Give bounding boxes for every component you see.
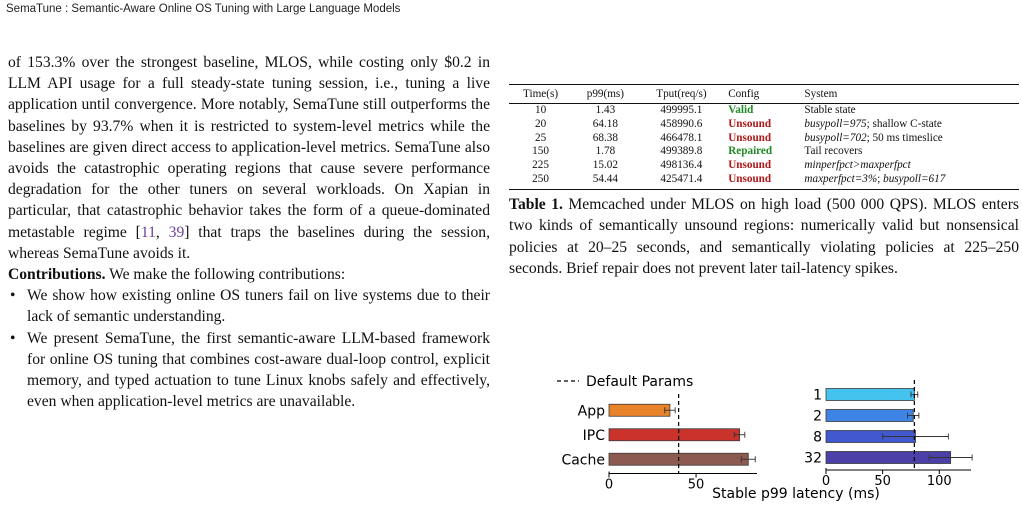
table-row: 150 1.78 499389.8 Repaired Tail recovers bbox=[509, 145, 1019, 159]
table-row: 250 54.44 425471.4 Unsound maxperfpct=3%; bu… bbox=[509, 172, 1019, 190]
cell-time: 150 bbox=[532, 145, 549, 158]
system-note: ; 50 ms timeslice bbox=[866, 131, 943, 144]
table-caption-label: Table 1. bbox=[509, 196, 563, 213]
cell-system: busypoll=975; shallow C-state bbox=[800, 118, 1019, 132]
cell-tput: 499995.1 bbox=[660, 104, 703, 116]
tick-label: 0 bbox=[605, 478, 613, 493]
contribution-item: We present SemaTune, the first semantic-… bbox=[8, 328, 490, 413]
body-column-left: of 153.3% over the strongest baseline, M… bbox=[8, 52, 490, 412]
bar-left-IPC bbox=[608, 428, 740, 442]
cell-p99: 15.02 bbox=[592, 159, 618, 172]
knob-setting: busypoll=702 bbox=[804, 131, 867, 144]
bar-right-2 bbox=[825, 409, 914, 422]
cell-tput: 425471.4 bbox=[638, 172, 725, 190]
table-caption: Table 1. Memcached under MLOS on high lo… bbox=[509, 194, 1019, 280]
column-header-config: Config bbox=[724, 84, 801, 104]
category-label: 2 bbox=[813, 409, 822, 425]
cell-time: 10 bbox=[534, 104, 547, 116]
category-label: 32 bbox=[804, 451, 822, 467]
table-row: 20 64.18 458990.6 Unsound busypoll=975; shal… bbox=[509, 118, 1019, 132]
cell-p99: 1.43 bbox=[595, 104, 616, 116]
cell-config-status: Unsound bbox=[728, 117, 772, 130]
bar-left-App bbox=[608, 403, 671, 417]
system-note: ; bbox=[877, 172, 884, 185]
cell-tput: 499389.8 bbox=[660, 145, 703, 158]
cell-tput: 466478.1 bbox=[660, 131, 703, 144]
column-header-p99: p99(ms) bbox=[572, 84, 639, 104]
legend-label: Default Params bbox=[586, 374, 693, 390]
table-row: 10 1.43 499995.1 Valid Stable state bbox=[509, 104, 1019, 118]
category-label: 1 bbox=[813, 388, 822, 404]
category-label: App bbox=[578, 403, 605, 419]
category-label: 8 bbox=[813, 430, 822, 446]
contribution-item: We show how existing online OS tuners fa… bbox=[8, 285, 490, 327]
table-header-row: Time(s) p99(ms) Tput(req/s) Config Syste… bbox=[509, 84, 1019, 104]
cell-config-status: Unsound bbox=[724, 172, 801, 190]
system-note: Tail recovers bbox=[804, 145, 863, 158]
cell-config-status: Unsound bbox=[728, 159, 772, 172]
table-body: 10 1.43 499995.1 Valid Stable state 20 64.18 45… bbox=[509, 104, 1019, 190]
cell-system: Stable state bbox=[800, 104, 1019, 118]
cell-system: maxperfpct=3%; busypoll=617 bbox=[800, 172, 1019, 190]
knob-setting: maxperfpct=3% bbox=[804, 172, 878, 185]
contributions-list: We show how existing online OS tuners fa… bbox=[8, 285, 490, 412]
cell-config-status: Valid bbox=[728, 104, 754, 116]
bar-right-1 bbox=[825, 388, 915, 401]
cell-time: 225 bbox=[532, 159, 549, 172]
table-caption-text: Memcached under MLOS on high load (500 0… bbox=[509, 196, 1019, 278]
knob-setting: minperfpct>maxperfpct bbox=[804, 159, 911, 172]
column-header-time: Time(s) bbox=[509, 84, 573, 104]
contributions-heading: Contributions. bbox=[8, 266, 106, 284]
table-row: 25 68.38 466478.1 Unsound busypoll=702; 50 m… bbox=[509, 132, 1019, 146]
contributions-intro: Contributions. We make the following con… bbox=[8, 266, 346, 284]
citation-link[interactable]: 39 bbox=[168, 223, 185, 241]
cell-config-status: Repaired bbox=[728, 145, 773, 158]
tick-label: 50 bbox=[688, 478, 705, 493]
table-row: 225 15.02 498136.4 Unsound minperfpct>maxper… bbox=[509, 159, 1019, 173]
cell-tput: 498136.4 bbox=[660, 159, 703, 172]
cell-system: Tail recovers bbox=[800, 145, 1019, 159]
cell-system: busypoll=702; 50 ms timeslice bbox=[800, 132, 1019, 146]
cell-p99: 68.38 bbox=[592, 131, 618, 144]
knob-setting: busypoll=975 bbox=[804, 117, 867, 130]
cell-system: minperfpct>maxperfpct bbox=[800, 159, 1019, 173]
results-table: Time(s) p99(ms) Tput(req/s) Config Syste… bbox=[509, 84, 1019, 190]
x-axis-title: Stable p99 latency (ms) bbox=[712, 486, 880, 502]
cell-time: 20 bbox=[534, 117, 547, 130]
tick-label: 50 bbox=[874, 474, 891, 489]
tick-label: 0 bbox=[822, 474, 830, 489]
column-header-system: System bbox=[800, 84, 1019, 104]
column-header-tput: Tput(req/s) bbox=[638, 84, 725, 104]
category-label: IPC bbox=[583, 428, 606, 444]
results-table-container: Time(s) p99(ms) Tput(req/s) Config Syste… bbox=[509, 84, 1019, 190]
knob-setting: busypoll=617 bbox=[883, 172, 946, 185]
tick-label: 100 bbox=[927, 474, 952, 489]
category-label: Cache bbox=[561, 452, 605, 468]
intro-paragraph: of 153.3% over the strongest baseline, M… bbox=[8, 54, 490, 262]
cell-p99: 54.44 bbox=[572, 172, 639, 190]
system-note: Stable state bbox=[804, 104, 856, 116]
cell-p99: 1.78 bbox=[595, 145, 616, 158]
cell-time: 25 bbox=[534, 131, 547, 144]
cell-config-status: Unsound bbox=[728, 131, 772, 144]
running-header: SemaTune : Semantic-Aware Online OS Tuni… bbox=[6, 3, 401, 15]
system-note: ; shallow C-state bbox=[866, 117, 942, 130]
cell-tput: 458990.6 bbox=[660, 117, 703, 130]
citation-link[interactable]: 11 bbox=[140, 223, 156, 241]
cell-p99: 64.18 bbox=[592, 117, 618, 130]
cell-time: 250 bbox=[509, 172, 573, 190]
